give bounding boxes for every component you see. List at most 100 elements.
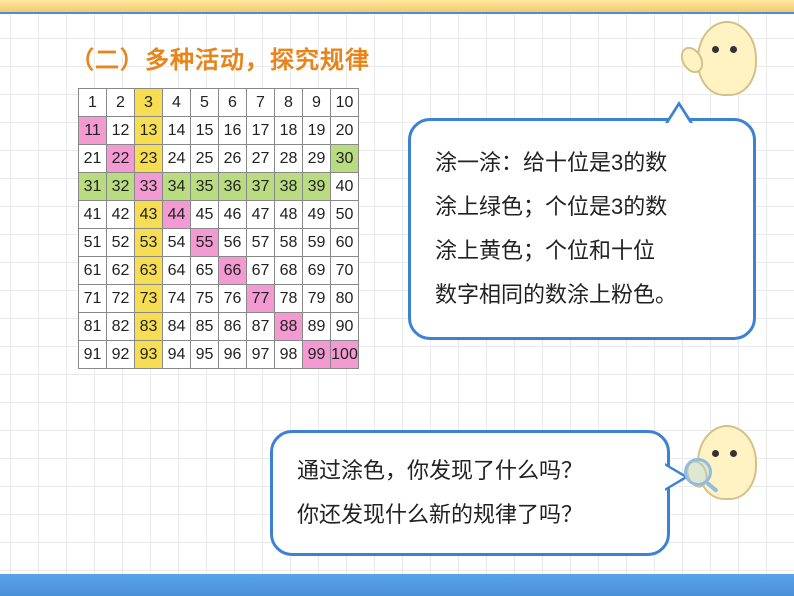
chart-cell: 61 xyxy=(79,257,107,285)
chart-cell: 100 xyxy=(331,341,359,369)
chart-cell: 18 xyxy=(275,117,303,145)
chart-cell: 20 xyxy=(331,117,359,145)
bottom-accent-bar xyxy=(0,574,794,596)
chart-cell: 24 xyxy=(163,145,191,173)
chart-cell: 38 xyxy=(275,173,303,201)
chart-cell: 49 xyxy=(303,201,331,229)
chart-cell: 83 xyxy=(135,313,163,341)
chart-cell: 37 xyxy=(247,173,275,201)
chart-cell: 67 xyxy=(247,257,275,285)
chart-cell: 88 xyxy=(275,313,303,341)
chart-cell: 4 xyxy=(163,89,191,117)
chart-cell: 76 xyxy=(219,285,247,313)
chart-cell: 17 xyxy=(247,117,275,145)
chart-cell: 65 xyxy=(191,257,219,285)
chart-cell: 53 xyxy=(135,229,163,257)
chart-cell: 78 xyxy=(275,285,303,313)
chart-cell: 8 xyxy=(275,89,303,117)
chart-cell: 25 xyxy=(191,145,219,173)
chart-cell: 27 xyxy=(247,145,275,173)
chart-cell: 56 xyxy=(219,229,247,257)
chart-cell: 5 xyxy=(191,89,219,117)
chart-cell: 85 xyxy=(191,313,219,341)
chart-cell: 55 xyxy=(191,229,219,257)
chart-cell: 87 xyxy=(247,313,275,341)
character-top-icon xyxy=(682,16,772,106)
chart-cell: 44 xyxy=(163,201,191,229)
character-bottom-icon xyxy=(682,420,772,510)
chart-cell: 69 xyxy=(303,257,331,285)
chart-cell: 9 xyxy=(303,89,331,117)
magnifier-icon xyxy=(684,458,712,486)
chart-cell: 42 xyxy=(107,201,135,229)
chart-cell: 33 xyxy=(135,173,163,201)
chart-cell: 95 xyxy=(191,341,219,369)
chart-cell: 39 xyxy=(303,173,331,201)
chart-cell: 32 xyxy=(107,173,135,201)
chart-cell: 70 xyxy=(331,257,359,285)
chart-cell: 52 xyxy=(107,229,135,257)
chart-cell: 99 xyxy=(303,341,331,369)
chart-cell: 36 xyxy=(219,173,247,201)
chart-cell: 89 xyxy=(303,313,331,341)
chart-cell: 66 xyxy=(219,257,247,285)
chart-cell: 86 xyxy=(219,313,247,341)
chart-cell: 59 xyxy=(303,229,331,257)
bubble2-line: 通过涂色，你发现了什么吗？ xyxy=(297,449,643,493)
chart-cell: 2 xyxy=(107,89,135,117)
chart-cell: 3 xyxy=(135,89,163,117)
chart-cell: 31 xyxy=(79,173,107,201)
bubble1-line: 涂上黄色；个位和十位 xyxy=(435,229,729,273)
chart-cell: 41 xyxy=(79,201,107,229)
chart-cell: 75 xyxy=(191,285,219,313)
chart-cell: 84 xyxy=(163,313,191,341)
chart-cell: 1 xyxy=(79,89,107,117)
chart-cell: 6 xyxy=(219,89,247,117)
bubble1-line: 涂上绿色；个位是3的数 xyxy=(435,185,729,229)
chart-cell: 51 xyxy=(79,229,107,257)
chart-cell: 90 xyxy=(331,313,359,341)
chart-cell: 92 xyxy=(107,341,135,369)
chart-cell: 21 xyxy=(79,145,107,173)
chart-cell: 58 xyxy=(275,229,303,257)
chart-cell: 60 xyxy=(331,229,359,257)
chart-cell: 94 xyxy=(163,341,191,369)
chart-cell: 13 xyxy=(135,117,163,145)
chart-cell: 22 xyxy=(107,145,135,173)
chart-cell: 11 xyxy=(79,117,107,145)
chart-cell: 54 xyxy=(163,229,191,257)
chart-cell: 74 xyxy=(163,285,191,313)
question-bubble: 通过涂色，你发现了什么吗？ 你还发现什么新的规律了吗？ xyxy=(270,430,670,556)
chart-cell: 40 xyxy=(331,173,359,201)
chart-cell: 7 xyxy=(247,89,275,117)
chart-cell: 47 xyxy=(247,201,275,229)
top-accent-bar xyxy=(0,0,794,14)
chart-cell: 97 xyxy=(247,341,275,369)
chart-cell: 81 xyxy=(79,313,107,341)
chart-cell: 46 xyxy=(219,201,247,229)
chart-cell: 19 xyxy=(303,117,331,145)
chart-cell: 79 xyxy=(303,285,331,313)
chart-cell: 30 xyxy=(331,145,359,173)
chart-cell: 68 xyxy=(275,257,303,285)
chart-cell: 91 xyxy=(79,341,107,369)
chart-cell: 50 xyxy=(331,201,359,229)
chart-cell: 29 xyxy=(303,145,331,173)
chart-cell: 93 xyxy=(135,341,163,369)
chart-cell: 26 xyxy=(219,145,247,173)
chart-cell: 72 xyxy=(107,285,135,313)
chart-cell: 16 xyxy=(219,117,247,145)
bubble2-line: 你还发现什么新的规律了吗？ xyxy=(297,493,643,537)
hundred-chart: 1234567891011121314151617181920212223242… xyxy=(78,88,359,369)
bubble1-line: 数字相同的数涂上粉色。 xyxy=(435,273,729,317)
instruction-bubble: 涂一涂：给十位是3的数 涂上绿色；个位是3的数 涂上黄色；个位和十位 数字相同的… xyxy=(408,118,756,340)
chart-cell: 80 xyxy=(331,285,359,313)
chart-cell: 23 xyxy=(135,145,163,173)
chart-cell: 82 xyxy=(107,313,135,341)
chart-cell: 10 xyxy=(331,89,359,117)
chart-cell: 62 xyxy=(107,257,135,285)
chart-cell: 96 xyxy=(219,341,247,369)
chart-cell: 28 xyxy=(275,145,303,173)
chart-cell: 98 xyxy=(275,341,303,369)
chart-cell: 35 xyxy=(191,173,219,201)
